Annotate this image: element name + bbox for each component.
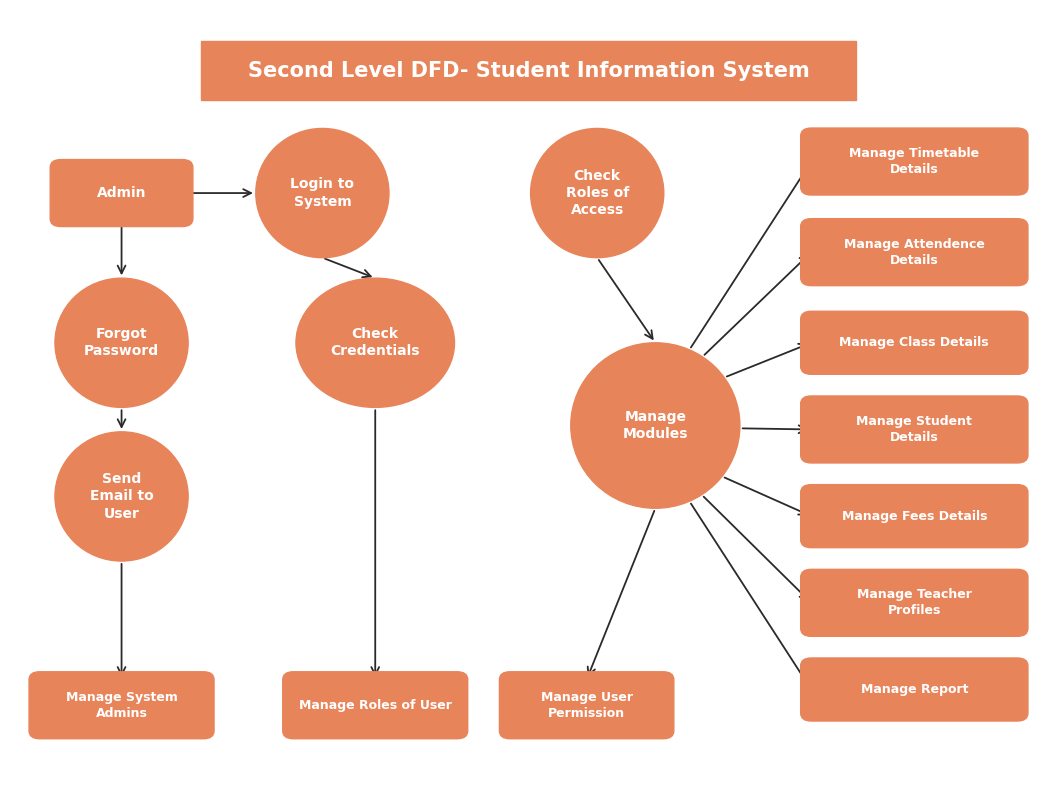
FancyBboxPatch shape bbox=[282, 671, 467, 739]
Text: Manage Fees Details: Manage Fees Details bbox=[841, 510, 987, 522]
FancyBboxPatch shape bbox=[801, 311, 1027, 374]
FancyBboxPatch shape bbox=[801, 485, 1027, 548]
Text: Manage Attendence
Details: Manage Attendence Details bbox=[843, 238, 985, 266]
Ellipse shape bbox=[296, 278, 455, 407]
Ellipse shape bbox=[55, 432, 188, 561]
Text: Send
Email to
User: Send Email to User bbox=[90, 472, 153, 521]
Text: Manage Teacher
Profiles: Manage Teacher Profiles bbox=[857, 589, 971, 617]
Text: Manage
Modules: Manage Modules bbox=[623, 410, 688, 441]
FancyBboxPatch shape bbox=[801, 396, 1027, 463]
Text: Manage Report: Manage Report bbox=[860, 683, 968, 696]
FancyBboxPatch shape bbox=[30, 671, 214, 739]
Text: Manage Student
Details: Manage Student Details bbox=[856, 415, 972, 444]
FancyBboxPatch shape bbox=[801, 128, 1027, 195]
Text: Check
Roles of
Access: Check Roles of Access bbox=[565, 169, 629, 217]
Ellipse shape bbox=[571, 343, 740, 508]
Text: Manage Class Details: Manage Class Details bbox=[839, 336, 989, 349]
Ellipse shape bbox=[531, 128, 664, 258]
Text: Manage Timetable
Details: Manage Timetable Details bbox=[849, 147, 980, 176]
Text: Admin: Admin bbox=[97, 186, 146, 200]
FancyBboxPatch shape bbox=[801, 218, 1027, 285]
FancyBboxPatch shape bbox=[51, 160, 192, 227]
FancyBboxPatch shape bbox=[500, 671, 674, 739]
Text: Manage Roles of User: Manage Roles of User bbox=[299, 699, 451, 712]
Ellipse shape bbox=[55, 278, 188, 407]
Text: Manage System
Admins: Manage System Admins bbox=[66, 691, 178, 719]
Text: Forgot
Password: Forgot Password bbox=[84, 327, 160, 359]
Ellipse shape bbox=[256, 128, 389, 258]
FancyBboxPatch shape bbox=[801, 569, 1027, 637]
FancyBboxPatch shape bbox=[801, 658, 1027, 721]
Text: Manage User
Permission: Manage User Permission bbox=[540, 691, 633, 719]
Text: Login to
System: Login to System bbox=[291, 177, 354, 209]
FancyBboxPatch shape bbox=[201, 42, 856, 100]
Text: Second Level DFD- Student Information System: Second Level DFD- Student Information Sy… bbox=[247, 61, 810, 81]
Text: Check
Credentials: Check Credentials bbox=[331, 327, 420, 359]
